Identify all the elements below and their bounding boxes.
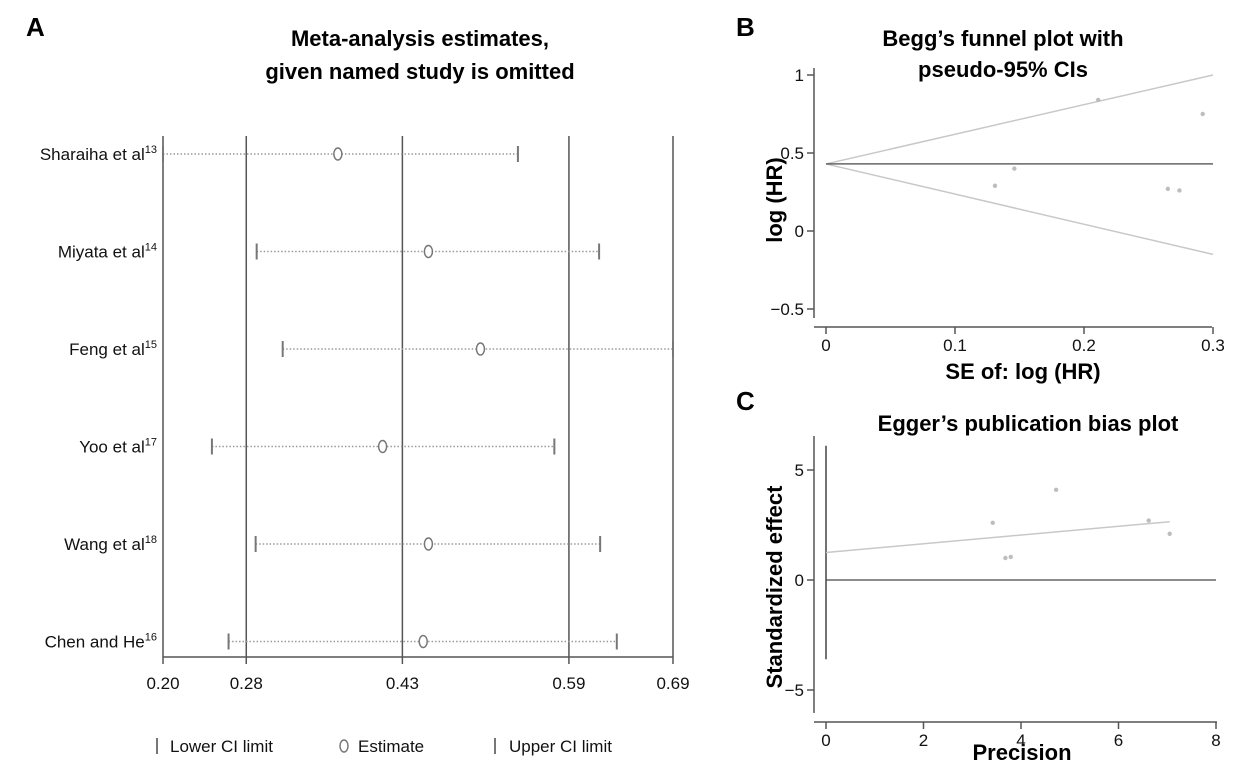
- panel-c-x-tick-label-4: 8: [1211, 731, 1220, 750]
- panel-b-x-tick-label-2: 0.2: [1072, 336, 1096, 355]
- panel-a-x-tick-label-2: 0.43: [386, 674, 419, 693]
- panel-c-x-tick-label-3: 6: [1114, 731, 1123, 750]
- panel-c-y-axis-label: Standardized effect: [762, 485, 787, 689]
- panel-a-study-label-2: Feng et al15: [69, 339, 157, 359]
- panel-c-plot: 0 2 4 6 8 −5 0 5: [785, 436, 1221, 750]
- panel-letter-c: C: [736, 386, 755, 416]
- panel-a-study-label-0: Sharaiha et al13: [40, 144, 157, 164]
- legend-estimate-marker: [339, 739, 349, 753]
- panel-b-title-line-2: pseudo-95% CIs: [918, 57, 1088, 82]
- panel-c-point-0: [990, 520, 995, 525]
- panel-c-y-tick-label-0: −5: [785, 681, 804, 700]
- panel-a-estimate-3: [377, 439, 388, 454]
- panel-b-y-tick-label-3: 1: [795, 66, 804, 85]
- panel-a-x-tick-label-3: 0.59: [552, 674, 585, 693]
- panel-a-study-label-1: Miyata et al14: [58, 242, 157, 262]
- panel-a-estimate-0: [333, 147, 343, 161]
- panel-b-funnel-lower: [825, 163, 1214, 256]
- panel-c-x-tick-label-1: 2: [919, 731, 928, 750]
- panel-a-estimate-1: [423, 244, 434, 259]
- panel-b-point-1: [1012, 166, 1017, 171]
- panel-b-x-tick-label-0: 0: [821, 336, 830, 355]
- panel-a-estimate-2: [475, 342, 486, 356]
- panel-b-y-tick-label-2: 0.5: [780, 144, 804, 163]
- panel-b-y-axis-label: log (HR): [762, 157, 787, 243]
- panel-b-y-tick-label-0: −0.5: [770, 300, 804, 319]
- panel-a-study-label-3: Yoo et al17: [79, 437, 157, 457]
- panel-c-x-axis-label: Precision: [972, 740, 1071, 765]
- legend-lower-ci-label: Lower CI limit: [170, 737, 273, 756]
- panel-b-y-tick-label-1: 0: [795, 222, 804, 241]
- panel-a-estimate-5: [418, 634, 428, 649]
- panel-letter-a: A: [26, 12, 45, 42]
- panel-b-plot: 0 0.1 0.2 0.3 −0.5 0 0.5 1: [770, 66, 1224, 355]
- panel-a-x-tick-label-0: 0.20: [146, 674, 179, 693]
- panel-c-point-4: [1146, 518, 1151, 523]
- panel-c-point-5: [1167, 531, 1172, 536]
- panel-b-x-tick-label-3: 0.3: [1201, 336, 1225, 355]
- panel-b-x-axis-label: SE of: log (HR): [945, 359, 1100, 384]
- legend-estimate-label: Estimate: [358, 737, 424, 756]
- panel-a-title-line-1: Meta-analysis estimates,: [291, 26, 549, 51]
- panel-c-y-tick-label-2: 5: [795, 461, 804, 480]
- panel-b-point-3: [1165, 186, 1171, 192]
- panel-a-title-line-2: given named study is omitted: [265, 59, 574, 84]
- panel-a-study-label-5: Chen and He16: [45, 632, 157, 652]
- panel-a-study-label-4: Wang et al18: [64, 534, 157, 554]
- panel-c-point-3: [1053, 487, 1059, 492]
- panel-b-point-4: [1177, 188, 1182, 193]
- panel-c-title: Egger’s publication bias plot: [878, 411, 1179, 436]
- panel-c-x-tick-label-0: 0: [821, 731, 830, 750]
- panel-a-estimate-4: [423, 537, 434, 551]
- panel-c-y-tick-label-1: 0: [795, 571, 804, 590]
- panel-a-legend: Lower CI limit Estimate Upper CI limit: [156, 737, 612, 756]
- panel-b-point-0: [992, 183, 998, 188]
- panel-c-point-1: [1003, 555, 1008, 561]
- panel-a-x-tick-label-4: 0.69: [656, 674, 689, 693]
- panel-b-title-line-1: Begg’s funnel plot with: [882, 26, 1123, 51]
- legend-upper-ci-label: Upper CI limit: [509, 737, 612, 756]
- panel-c-regression-line: [825, 520, 1170, 554]
- panel-b-x-tick-label-1: 0.1: [943, 336, 967, 355]
- panel-b-point-2: [1095, 97, 1101, 103]
- panel-b-funnel-upper: [825, 74, 1214, 165]
- panel-letter-b: B: [736, 12, 755, 42]
- panel-a-x-tick-label-1: 0.28: [230, 674, 263, 693]
- panel-b-point-5: [1200, 111, 1205, 117]
- panel-c-point-2: [1008, 554, 1013, 560]
- panel-c-x-tick-label-2: 4: [1016, 731, 1025, 750]
- panel-a-plot: 0.20 0.28 0.43 0.59 0.69 Sharaiha et al13 Miya…: [40, 136, 690, 693]
